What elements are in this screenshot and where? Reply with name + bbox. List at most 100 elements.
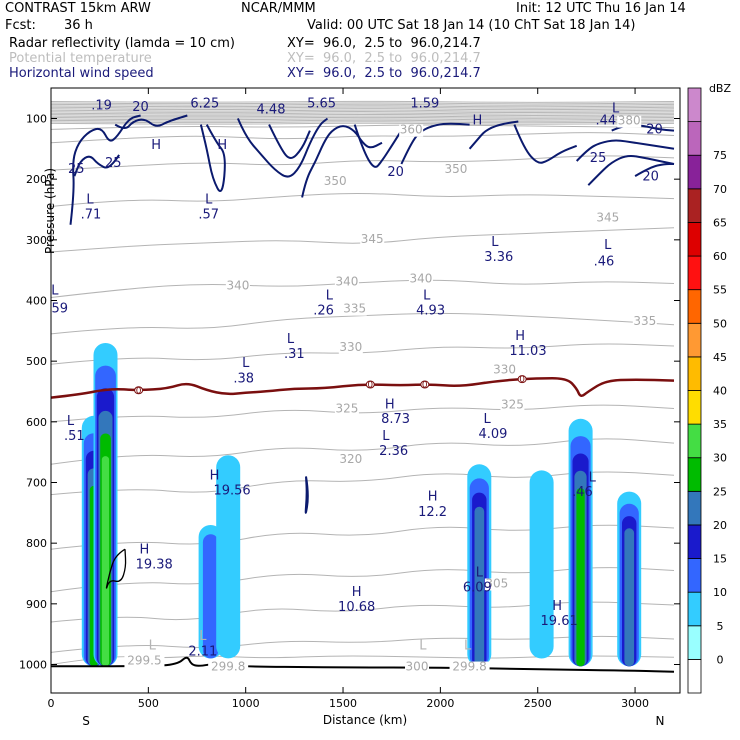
wind-label: .57 [198, 208, 219, 223]
wind-contour [513, 124, 578, 164]
theta-label-bg [338, 341, 363, 354]
theta-label-bg [632, 315, 657, 328]
theta-label-bg [405, 661, 430, 674]
wind-label: 3.36 [484, 250, 513, 265]
org-label: NCAR/MMM [241, 1, 316, 16]
colorbar-level: 60 [713, 250, 727, 263]
wind-label: 20 [387, 165, 404, 180]
hl-marker: L [287, 332, 295, 347]
field-name-reflectivity: Radar reflectivity (lamda = 10 cm) [9, 36, 235, 51]
contour-labels: 380 350 360 350 345 345 340 340 340 335 335 330 330 3… [51, 97, 663, 674]
wind-contour [468, 120, 519, 150]
colorbar-unit: dBZ [709, 82, 732, 95]
theta-contour [51, 112, 675, 115]
field-name-theta: Potential temperature [9, 51, 152, 66]
y-tick-label: 200 [26, 173, 47, 186]
reflectivity-cell [202, 534, 219, 659]
hl-marker: H [515, 329, 525, 344]
wind-label: 12.2 [418, 505, 447, 520]
model-title: CONTRAST 15km ARW [5, 1, 151, 16]
colorbar-level: 25 [713, 485, 727, 498]
freezing-level-label: 0 [519, 375, 525, 385]
theta-label: 330 [339, 340, 362, 354]
colorbar-level: 20 [713, 519, 727, 532]
colorbar-level: 5 [717, 620, 724, 633]
theta-label: 299.5 [127, 654, 161, 668]
wind-label: 20 [642, 169, 659, 184]
theta-contour [51, 227, 675, 253]
init-time: Init: 12 UTC Thu 16 Jan 14 [516, 1, 686, 16]
reflectivity-cell [624, 528, 635, 667]
theta-label-bg [124, 655, 165, 668]
y-tick-label: 100 [26, 113, 47, 126]
wind-contour [301, 125, 383, 198]
colorbar-level: 50 [713, 317, 727, 330]
colorbar-swatch [687, 356, 702, 391]
potential-temperature-contours [51, 100, 675, 665]
colorbar-swatch [687, 255, 702, 291]
wind-contour [268, 124, 311, 159]
theta-label-bg [338, 454, 363, 467]
wind-label: 2.36 [379, 444, 408, 459]
hl-marker: H [151, 138, 161, 153]
hl-marker: H [210, 468, 220, 483]
hl-marker: L [67, 414, 75, 429]
x-axis-label: Distance (km) [323, 713, 407, 727]
hl-marker: L [86, 192, 94, 207]
wind-label: 25 [68, 162, 85, 177]
colorbar-swatch [687, 457, 702, 492]
wind-label: 6.25 [190, 97, 219, 112]
theta-contour [51, 106, 675, 109]
wind-label: .44 [596, 114, 617, 129]
colorbar-swatch [687, 289, 702, 324]
hl-marker: H [217, 138, 227, 153]
y-axis-label: Pressure (hPa) [43, 168, 57, 254]
wind-contour [69, 114, 141, 225]
hl-marker: H [428, 490, 438, 505]
wind-label: 25 [590, 151, 607, 166]
wind-label: 20 [132, 100, 149, 115]
theta-contour [51, 279, 675, 298]
theta-label: 345 [361, 232, 384, 246]
colorbar-level: 0 [717, 653, 724, 666]
x-tick-label: 2000 [426, 697, 454, 710]
wind-contour [353, 124, 403, 168]
colorbar-swatch [687, 222, 702, 257]
theta-contour [51, 108, 675, 111]
wind-label: 8.73 [381, 412, 410, 427]
theta-label-bg [208, 661, 249, 674]
x-tick-label: 2500 [524, 697, 552, 710]
reflectivity-cell [529, 470, 554, 659]
valid-time: Valid: 00 UTC Sat 18 Jan 14 (10 ChT Sat … [307, 18, 636, 33]
theta-label: 340 [226, 279, 249, 293]
wind-label: .46 [594, 254, 615, 269]
wind-label: 10.68 [338, 600, 375, 615]
theta-label: 335 [633, 314, 656, 328]
theta-label: 350 [324, 174, 347, 188]
theta-label: 305 [485, 576, 508, 590]
theta-contour [51, 438, 675, 465]
theta-label: 330 [493, 362, 516, 376]
theta-contour [51, 124, 675, 130]
wind-label: 20 [646, 123, 663, 138]
wind-label: 6.09 [463, 581, 492, 596]
reflectivity-cell [216, 455, 241, 659]
theta-label-bg [342, 303, 367, 316]
hl-marker: H [140, 542, 150, 557]
hl-marker: L [604, 238, 612, 253]
hl-marker: H [385, 397, 395, 412]
colorbar-level: 45 [713, 351, 727, 364]
field-xy-theta: XY= 96.0, 2.5 to 96.0,214.7 [287, 51, 481, 66]
hl-marker: L [382, 429, 390, 444]
theta-label: 350 [444, 162, 467, 176]
wind-label: 5.65 [307, 97, 336, 112]
theta-contour [51, 121, 675, 124]
hl-marker: H [352, 585, 362, 600]
theta-label-bg [334, 403, 359, 416]
wind-contour [575, 139, 675, 162]
theta-label-bg [492, 364, 517, 377]
wind-label: 4.09 [478, 427, 507, 442]
wind-label: 4.93 [416, 303, 445, 318]
reflectivity-cell [576, 488, 585, 667]
